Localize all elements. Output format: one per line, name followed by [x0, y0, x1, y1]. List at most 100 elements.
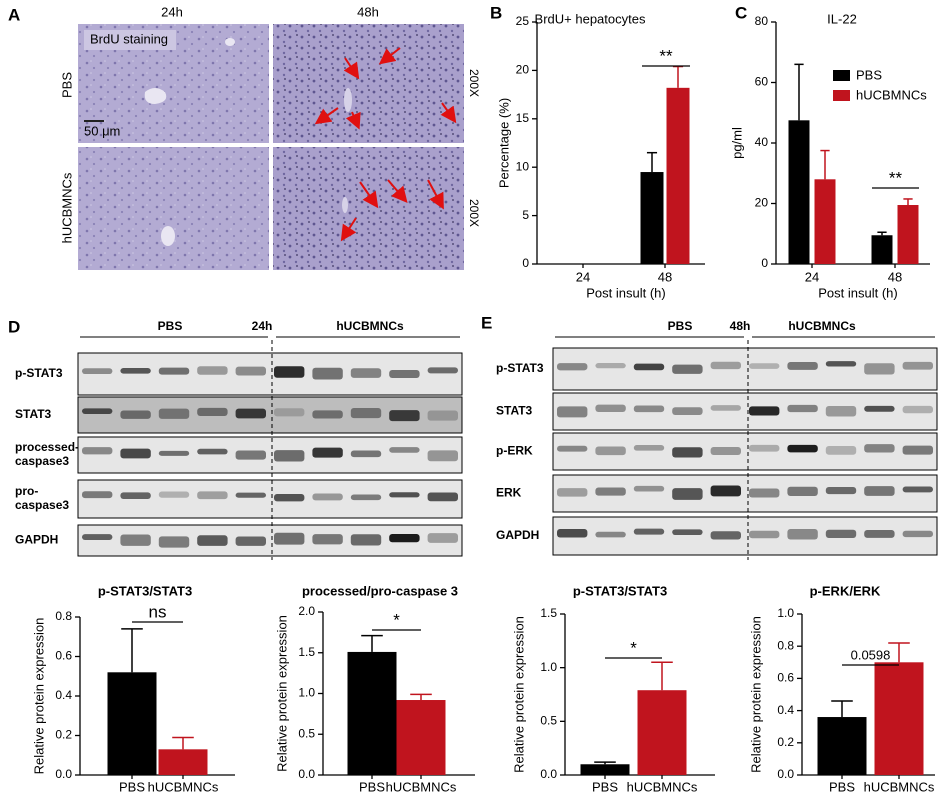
chart-title: IL-22: [827, 11, 857, 26]
bar: [107, 672, 157, 775]
chart-title: p-STAT3/STAT3: [573, 583, 667, 598]
legend-label: hUCBMNCs: [856, 87, 927, 102]
legend-swatch: [833, 90, 850, 101]
row-label: hUCBMNCs: [59, 172, 74, 243]
blot-band: [82, 534, 113, 541]
bar: [817, 717, 867, 775]
blot-label: p-ERK: [496, 444, 533, 458]
y-tick-label: 2.0: [298, 604, 315, 618]
y-axis-label: Relative protein expression: [748, 616, 763, 773]
x-axis-label: Post insult (h): [586, 285, 665, 300]
y-tick-label: 25: [516, 14, 530, 28]
blot-band: [158, 536, 190, 548]
micrographs: [78, 24, 464, 270]
bar: [871, 235, 893, 264]
y-tick-label: 60: [755, 75, 769, 89]
x-tick-label: hUCBMNCs: [148, 779, 219, 794]
blot-band: [557, 363, 588, 371]
blot-band: [595, 363, 626, 369]
blot-band: [787, 362, 818, 370]
panel-label: E: [481, 313, 492, 332]
blot-band: [749, 488, 780, 498]
blot-band: [389, 369, 420, 379]
blot-band: [427, 410, 458, 421]
chart-title: p-STAT3/STAT3: [98, 583, 192, 598]
blot-band: [350, 368, 382, 378]
blot-band: [595, 446, 626, 456]
blot-band: [350, 450, 382, 458]
magnification: 200X: [467, 69, 481, 97]
blot-label: p-STAT3: [15, 366, 63, 380]
blot-band: [274, 450, 305, 462]
bar: [897, 205, 919, 264]
panel-label: C: [735, 3, 747, 22]
bar: [637, 690, 687, 775]
blot-label: pro-: [15, 484, 38, 498]
blot-band: [672, 407, 703, 415]
blot-group: hUCBMNCs: [788, 319, 856, 333]
blot-band: [120, 368, 151, 374]
y-tick-label: 0.6: [777, 671, 794, 685]
significance-label: 0.0598: [851, 647, 891, 662]
chart-title: p-ERK/ERK: [810, 583, 881, 598]
blot-band: [350, 494, 382, 501]
y-tick-label: 20: [516, 63, 530, 77]
y-tick-label: 0.5: [540, 714, 557, 728]
blot-band: [825, 529, 857, 538]
blot-band: [672, 488, 703, 500]
y-tick-label: 1.0: [540, 660, 557, 674]
bar: [788, 120, 810, 264]
blot-label: STAT3: [15, 407, 52, 421]
y-tick-label: 0.0: [777, 767, 794, 781]
blot-band: [235, 366, 266, 376]
y-tick-label: 20: [755, 196, 769, 210]
blot-band: [197, 535, 228, 546]
blot-band: [902, 405, 933, 414]
blot-band: [82, 368, 113, 375]
bar: [580, 764, 630, 775]
blot-band: [427, 450, 458, 462]
y-tick-label: 0.0: [55, 767, 72, 781]
legend-label: PBS: [856, 67, 882, 82]
chart-title: BrdU+ hepatocytes: [535, 11, 646, 26]
blot-label: STAT3: [496, 404, 533, 418]
x-axis-label: Post insult (h): [818, 285, 897, 300]
blot-band: [710, 446, 741, 456]
blot-band: [749, 406, 780, 416]
blot-group: hUCBMNCs: [336, 319, 404, 333]
y-tick-label: 0.4: [777, 703, 794, 717]
blot-label: ERK: [496, 486, 522, 500]
blot-band: [902, 486, 933, 493]
x-tick-label: 24: [805, 269, 819, 284]
blot-band: [557, 488, 588, 497]
panel-label: D: [8, 317, 20, 336]
blot-band: [864, 529, 895, 538]
blot-band: [902, 530, 933, 538]
micrograph: [273, 147, 464, 270]
blot-band: [235, 492, 266, 498]
blot-band: [749, 363, 780, 369]
y-tick-label: 1.5: [298, 645, 315, 659]
stain-box: [84, 30, 176, 50]
blot-label: GAPDH: [496, 528, 539, 542]
column-label: 48h: [357, 4, 379, 19]
column-label: 24h: [161, 4, 183, 19]
blot-band: [82, 408, 113, 414]
blot-band: [633, 485, 665, 492]
blot-band: [825, 445, 857, 455]
y-tick-label: 0.0: [540, 767, 557, 781]
stain-label: BrdU staining: [90, 31, 168, 46]
blot-band: [158, 450, 190, 456]
blot-band: [864, 486, 895, 496]
blot-band: [389, 492, 420, 498]
blot-band: [710, 405, 741, 411]
chart-title: processed/pro-caspase 3: [302, 583, 458, 598]
blot-band: [427, 367, 458, 374]
blot-band: [902, 445, 933, 455]
bar: [347, 651, 397, 775]
blot-band: [197, 491, 228, 500]
magnification: 200X: [467, 199, 481, 227]
blot-band: [864, 405, 895, 412]
bar: [874, 662, 924, 775]
